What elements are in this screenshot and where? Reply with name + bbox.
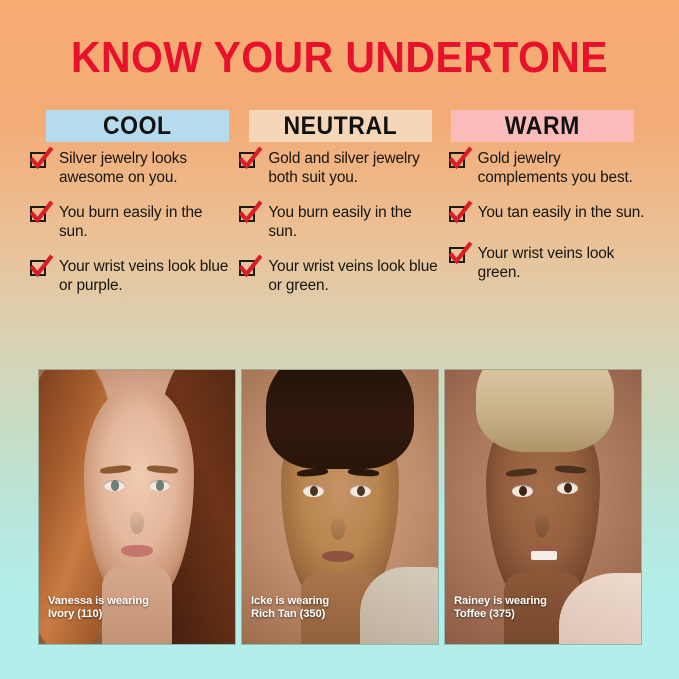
checkmark-icon	[448, 200, 473, 228]
check-item-label: Gold jewelry complements you best.	[477, 150, 633, 186]
check-item-label: Your wrist veins look blue or purple.	[59, 258, 229, 294]
check-item-label: Your wrist veins look green.	[477, 245, 615, 281]
model-portrait-vanessa	[39, 370, 235, 644]
photo-caption-warm: Rainey is wearing Toffee (375)	[454, 595, 547, 621]
checkmark-icon	[238, 146, 263, 174]
undertone-header-row: COOL NEUTRAL WARM	[38, 110, 642, 142]
photo-caption-cool: Vanessa is wearing Ivory (110)	[48, 595, 149, 621]
check-item: Gold and silver jewelry both suit you.	[238, 146, 440, 187]
check-item: Your wrist veins look blue or purple.	[29, 254, 231, 295]
checkmark-icon	[448, 241, 473, 269]
check-item-label: You burn easily in the sun.	[268, 204, 412, 240]
checklist-column-cool: Silver jewelry looks awesome on you. You…	[29, 146, 231, 295]
checkmark-icon	[29, 146, 54, 174]
column-header-cool: COOL	[45, 110, 229, 142]
photo-caption-line2: Rich Tan (350)	[251, 607, 326, 620]
model-portrait-icke	[242, 370, 438, 644]
photo-caption-line1: Icke is wearing	[251, 594, 330, 607]
checkmark-icon	[448, 146, 473, 174]
model-photo-cool: Vanessa is wearing Ivory (110)	[38, 369, 236, 645]
checklist-column-warm: Gold jewelry complements you best. You t…	[448, 146, 650, 295]
page-title: KNOW YOUR UNDERTONE	[70, 33, 609, 82]
checkmark-icon	[29, 254, 54, 282]
photo-caption-line1: Vanessa is wearing	[48, 594, 149, 607]
column-header-neutral: NEUTRAL	[248, 110, 432, 142]
model-photo-warm: Rainey is wearing Toffee (375)	[444, 369, 642, 645]
check-item: You burn easily in the sun.	[29, 200, 231, 241]
check-item-label: You burn easily in the sun.	[59, 204, 203, 240]
checklist-column-neutral: Gold and silver jewelry both suit you. Y…	[238, 146, 440, 295]
check-item-label: Your wrist veins look blue or green.	[268, 258, 438, 294]
check-item: You tan easily in the sun.	[448, 200, 650, 228]
model-photo-strip: Vanessa is wearing Ivory (110) Icke is w…	[38, 369, 642, 645]
model-photo-neutral: Icke is wearing Rich Tan (350)	[241, 369, 439, 645]
check-item: You burn easily in the sun.	[238, 200, 440, 241]
photo-caption-line2: Toffee (375)	[454, 607, 515, 620]
checklist-columns: Silver jewelry looks awesome on you. You…	[29, 146, 650, 295]
check-item-label: Gold and silver jewelry both suit you.	[268, 150, 420, 186]
checkmark-icon	[238, 254, 263, 282]
photo-caption-line1: Rainey is wearing	[454, 594, 547, 607]
check-item-label: You tan easily in the sun.	[477, 204, 645, 221]
check-item: Your wrist veins look blue or green.	[238, 254, 440, 295]
photo-caption-line2: Ivory (110)	[48, 607, 103, 620]
column-header-warm: WARM	[451, 110, 635, 142]
photo-caption-neutral: Icke is wearing Rich Tan (350)	[251, 595, 329, 621]
check-item: Your wrist veins look green.	[448, 241, 650, 282]
check-item: Silver jewelry looks awesome on you.	[29, 146, 231, 187]
model-portrait-rainey	[445, 370, 641, 644]
checkmark-icon	[29, 200, 54, 228]
check-item-label: Silver jewelry looks awesome on you.	[59, 150, 187, 186]
checkmark-icon	[238, 200, 263, 228]
check-item: Gold jewelry complements you best.	[448, 146, 650, 187]
